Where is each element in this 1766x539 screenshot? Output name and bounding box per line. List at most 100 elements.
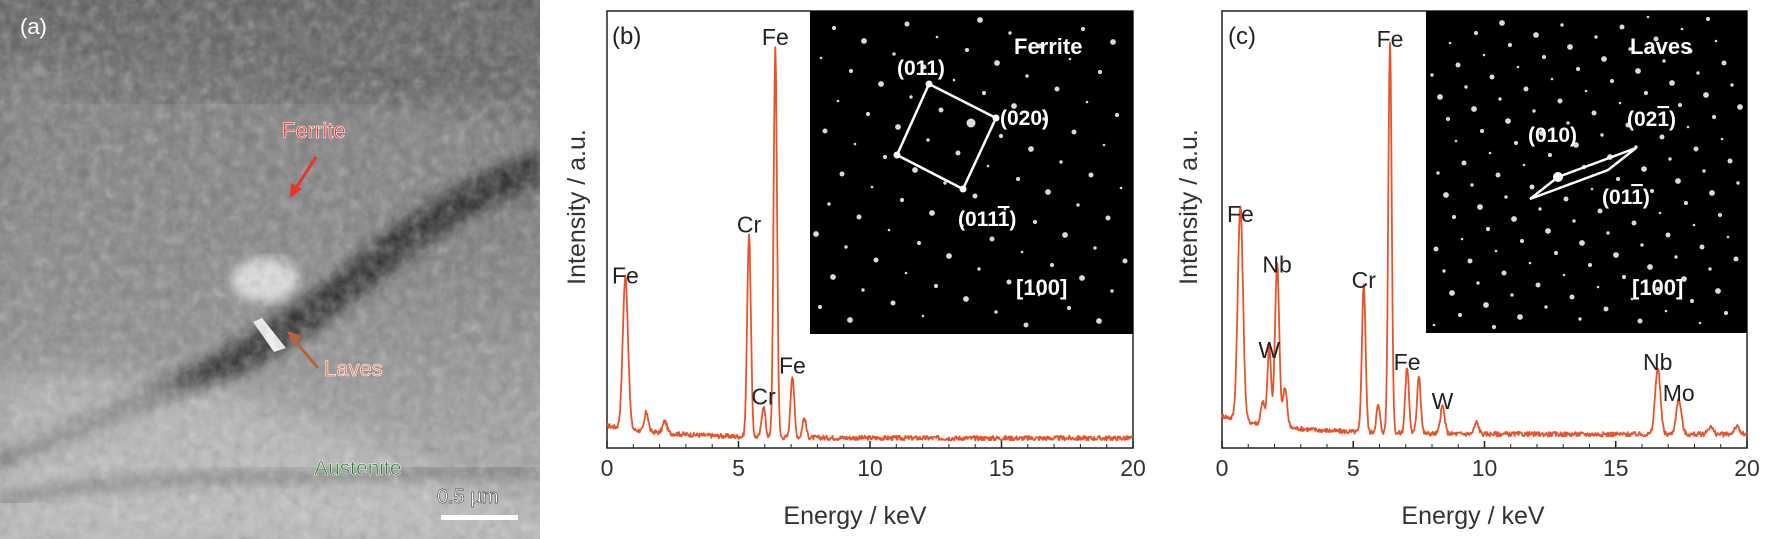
diffraction-spot xyxy=(1628,47,1632,51)
diffraction-spot xyxy=(1714,39,1718,43)
diffraction-spot xyxy=(981,90,987,96)
diffraction-spot xyxy=(1483,302,1489,308)
scale-bar xyxy=(441,515,518,520)
diffraction-spot xyxy=(887,228,891,232)
diffraction-spot xyxy=(921,314,925,318)
diffraction-spot xyxy=(1579,240,1585,246)
diffraction-spot xyxy=(1683,200,1689,206)
x-tick-label: 15 xyxy=(1603,455,1629,481)
panel-label-a: (a) xyxy=(20,14,47,39)
diffraction-spot xyxy=(1528,261,1532,265)
diffraction-spot xyxy=(977,17,983,23)
diffraction-spot xyxy=(1662,59,1666,63)
diffraction-spot xyxy=(1085,100,1089,104)
diffraction-spot xyxy=(1495,172,1501,178)
diffraction-spot xyxy=(1110,289,1114,293)
diffraction-spot xyxy=(986,164,990,168)
diffraction-spot xyxy=(1698,321,1702,325)
diffraction-spot xyxy=(1630,297,1634,301)
diffraction-spot xyxy=(1689,298,1695,304)
diffraction-spot xyxy=(1015,176,1021,182)
diffraction-spot xyxy=(1677,102,1683,108)
x-ticks: 0 5 10 15 20 xyxy=(601,441,1146,481)
zone-axis-label: [100] xyxy=(1016,275,1067,300)
diffraction-spot xyxy=(1119,186,1123,190)
diffraction-spot xyxy=(1461,160,1467,166)
diffraction-spot xyxy=(1448,41,1452,45)
diffraction-spot xyxy=(1510,293,1514,297)
diffraction-spot xyxy=(1436,171,1440,175)
spectrum-line xyxy=(1221,41,1748,438)
diffraction-spot xyxy=(1705,16,1711,22)
diffraction-spot xyxy=(1451,214,1457,220)
diffraction-spot xyxy=(856,214,862,220)
diffraction-spot xyxy=(926,138,930,142)
diffraction-spot xyxy=(1578,317,1582,321)
diffraction-spot xyxy=(1433,246,1439,252)
diffraction-spot xyxy=(909,95,913,99)
diffraction-spot xyxy=(882,154,888,160)
diffraction-spot xyxy=(1467,258,1473,264)
x-axis-label: Energy / keV xyxy=(1401,502,1544,530)
diffraction-spot xyxy=(1532,109,1536,113)
diffraction-spot xyxy=(819,56,823,60)
diffraction-spot xyxy=(1432,323,1436,327)
diffraction-spot xyxy=(1591,110,1597,116)
x-tick-label: 0 xyxy=(601,455,614,481)
diffraction-spot xyxy=(1491,324,1497,330)
diffraction-spot xyxy=(1079,275,1085,281)
index-label-011: (011) xyxy=(897,57,945,80)
diffraction-spot xyxy=(1655,286,1661,292)
diffraction-spot xyxy=(989,236,995,242)
diffraction-spot xyxy=(836,99,840,103)
index-label-010: (010) xyxy=(1528,124,1577,147)
diffraction-spot xyxy=(1696,71,1700,75)
index-label-01-1bar: (011) xyxy=(1602,186,1650,209)
diffraction-spot xyxy=(1545,228,1551,234)
peak-label: Cr xyxy=(751,384,776,410)
diffraction-spot xyxy=(1566,121,1570,125)
peak-label: Mo xyxy=(1663,380,1695,406)
diffraction-spot xyxy=(952,78,956,82)
diffraction-spot xyxy=(998,133,1004,139)
diffraction-spot xyxy=(1653,36,1659,42)
diffraction-spot xyxy=(946,253,952,259)
diffraction-spot xyxy=(1567,44,1573,50)
diffraction-spot xyxy=(870,185,874,189)
diffraction-spot xyxy=(1122,258,1128,264)
panel-label-b: (b) xyxy=(612,23,641,50)
diffraction-spot xyxy=(830,274,836,280)
diffraction-spot xyxy=(1711,114,1717,120)
diffraction-spot xyxy=(1028,146,1034,152)
peak-labels: Fe W Nb Cr Fe Fe W Nb Mo xyxy=(1227,26,1695,414)
diffraction-spot xyxy=(916,240,922,246)
diffraction-spot xyxy=(1449,290,1455,296)
diffraction-spot xyxy=(1501,270,1507,276)
diffraction-spot xyxy=(1727,158,1733,164)
diffraction-spot xyxy=(1454,139,1458,143)
diffraction-spot xyxy=(1088,172,1094,178)
diffraction-spot xyxy=(1541,54,1547,60)
diffraction-spot xyxy=(921,64,927,70)
diffraction-spot xyxy=(955,150,961,156)
diffraction-spot xyxy=(1720,137,1724,141)
diffraction-spot xyxy=(1726,235,1730,239)
index-label-02-1bar: (021) xyxy=(1627,108,1676,131)
diffraction-spot xyxy=(1703,92,1709,98)
diffraction-spot xyxy=(1511,216,1517,222)
diffraction-spot xyxy=(1430,73,1434,77)
diffraction-spot xyxy=(994,310,998,314)
diffraction-spot xyxy=(1609,78,1615,84)
index-label-020: (020) xyxy=(1000,107,1049,130)
tem-micrograph: (a) Ferrite Laves Austenite 0.5 µm xyxy=(0,0,540,539)
diffraction-spot xyxy=(904,271,908,275)
diffraction-spot xyxy=(1619,24,1625,30)
diffraction-spot xyxy=(1641,166,1647,172)
diffraction-spot xyxy=(1516,65,1520,69)
peak-label: Nb xyxy=(1262,252,1291,278)
diffraction-spot xyxy=(1045,189,1051,195)
diffraction-spot xyxy=(1572,219,1576,223)
diffraction-spot xyxy=(1575,66,1581,72)
diffraction-spot xyxy=(972,193,978,199)
